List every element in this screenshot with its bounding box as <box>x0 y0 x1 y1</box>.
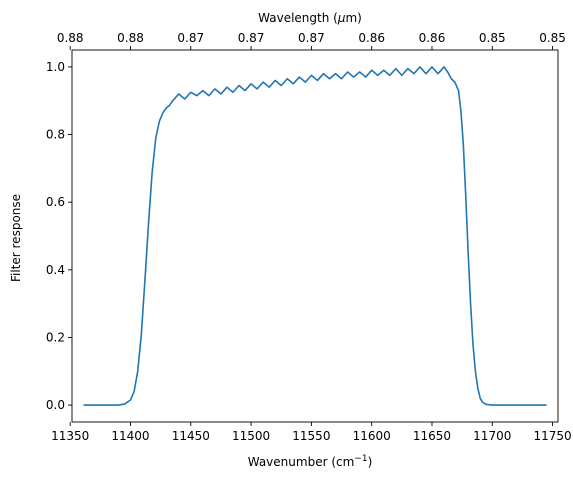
y-tick-label: 1.0 <box>46 60 65 74</box>
x-tick-label: 11550 <box>292 429 330 443</box>
x-tick-label: 11700 <box>473 429 511 443</box>
y-tick-label: 0.2 <box>46 330 65 344</box>
x-axis-label-exponent: −1 <box>354 454 367 464</box>
x-tick-label: 11750 <box>533 429 571 443</box>
top-tick-label: 0.87 <box>238 31 265 45</box>
y-axis-label: Filter response <box>9 194 23 282</box>
top-tick-label: 0.88 <box>57 31 84 45</box>
y-tick-label: 0.4 <box>46 263 65 277</box>
mu-symbol: μ <box>337 11 346 25</box>
x-tick-label: 11600 <box>353 429 391 443</box>
x-tick-label: 11650 <box>413 429 451 443</box>
x-tick-label: 11450 <box>172 429 210 443</box>
y-tick-label: 0.8 <box>46 128 65 142</box>
y-axis-ticks: 0.0 0.2 0.4 0.6 0.8 1.0 <box>46 60 72 412</box>
top-tick-label: 0.87 <box>177 31 204 45</box>
plot-frame <box>71 49 559 423</box>
top-axis-ticks: 0.88 0.88 0.87 0.87 0.87 0.86 0.86 0.85 0.85 <box>57 31 566 50</box>
x-tick-label: 11350 <box>51 429 89 443</box>
top-tick-label: 0.87 <box>298 31 325 45</box>
x-axis-ticks: 11350 11400 11450 11500 11550 11600 11650 11700… <box>51 422 572 443</box>
top-tick-label: 0.85 <box>539 31 566 45</box>
x-tick-label: 11400 <box>111 429 149 443</box>
top-tick-label: 0.88 <box>117 31 144 45</box>
series-lines <box>83 66 547 406</box>
x-axis-label: Wavenumber (cm−1) <box>248 454 373 469</box>
y-tick-label: 0.6 <box>46 195 65 209</box>
top-tick-label: 0.86 <box>419 31 446 45</box>
top-tick-label: 0.86 <box>358 31 385 45</box>
plot-area-border <box>71 49 559 423</box>
x-tick-label: 11500 <box>232 429 270 443</box>
y-tick-label: 0.0 <box>46 398 65 412</box>
top-axis-label: Wavelength (μm) <box>258 11 362 25</box>
top-tick-label: 0.85 <box>479 31 506 45</box>
response-curve-line <box>83 66 547 406</box>
